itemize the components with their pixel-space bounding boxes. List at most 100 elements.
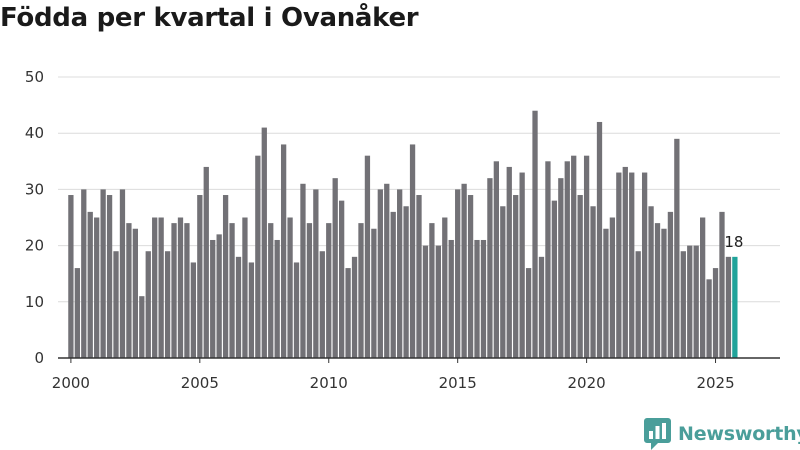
bar: 2010 Q3: 28 [339,200,345,358]
bar: 2002 Q1: 30 [119,189,126,358]
bar: 2020 Q1: 36 [583,155,590,358]
y-axis: 0 10 20 30 40 50 [25,68,44,367]
bar: 2022 Q4: 24 [654,223,661,358]
bar: 2019 Q1: 32 [558,178,564,358]
y-tick-label: 30 [25,180,44,198]
bar: 2015 Q3: 29 [467,195,474,358]
y-tick-label: 50 [25,68,44,86]
bar: 2016 Q2: 32 [487,178,493,358]
bar: 2006 Q2: 24 [229,223,235,358]
newsworthy-brand[interactable]: Newsworthy [644,418,800,450]
bar: 2010 Q1: 24 [326,223,332,358]
bar: 2021 Q3: 34 [622,166,628,358]
bar: 2001 Q4: 19 [113,251,119,358]
y-tick-label: 20 [25,237,44,255]
bar: 2010 Q2: 32 [332,178,338,358]
bar: 2003 Q4: 19 [164,251,171,358]
bar: 2014 Q3: 25 [442,217,448,358]
bar: 2002 Q2: 24 [126,223,132,358]
bar: 2001 Q2: 30 [100,189,106,358]
bar: 2021 Q2: 33 [616,172,622,358]
bar: 2021 Q1: 25 [609,217,616,358]
bar: 2012 Q4: 30 [397,189,403,358]
bar: 2004 Q1: 24 [171,223,177,358]
bar: 2010 Q4: 16 [345,268,351,358]
bar: 2017 Q2: 29 [513,195,519,358]
bar: 2008 Q2: 38 [280,144,287,358]
bar: 2019 Q4: 29 [577,195,583,358]
bar: 2013 Q4: 20 [422,245,429,358]
bar: 2007 Q2: 36 [255,155,261,358]
y-tick-label: 40 [25,124,44,142]
bar: 2013 Q3: 29 [416,195,422,358]
bar: 2015 Q2: 31 [461,183,467,358]
y-tick-label: 0 [34,349,44,367]
bar: 2016 Q4: 27 [500,206,506,358]
bar: 2008 Q1: 21 [274,239,280,358]
brand-name: Newsworthy [678,423,800,445]
x-tick-label: 2020 [568,374,606,392]
bars: 2000 Q1: 292000 Q2: 162000 Q3: 302000 Q4… [68,110,738,359]
bar: 2004 Q3: 24 [184,223,190,358]
bar: 2007 Q3: 41 [261,127,267,358]
bar: 2024 Q4: 14 [706,279,712,358]
bar: 2009 Q3: 30 [313,189,319,358]
bar: 2015 Q4: 21 [474,239,480,358]
bar: 2008 Q4: 17 [293,262,300,358]
bar: 2000 Q3: 30 [81,189,87,358]
bar: 2023 Q3: 39 [674,138,680,358]
x-tick-label: 2005 [181,374,219,392]
bar: 2011 Q2: 24 [358,223,364,358]
bar: 2017 Q3: 33 [519,172,525,358]
newsworthy-logo-icon [644,418,671,450]
bar: 2013 Q1: 27 [403,206,409,358]
y-tick-label: 10 [25,293,44,311]
x-tick-label: 2025 [696,374,734,392]
bar: 2014 Q1: 24 [429,223,435,358]
bar: 2012 Q2: 31 [384,183,390,358]
bar: 2022 Q2: 33 [641,172,648,358]
bar: 2003 Q1: 19 [145,251,151,358]
bar: 2025 Q1: 16 [712,268,719,358]
bar: 2000 Q2: 16 [74,268,80,358]
chart-title: Födda per kvartal i Ovanåker [0,3,419,33]
bar: 2006 Q3: 18 [235,256,242,358]
data-labels: 18 [724,233,743,251]
bar: 2021 Q4: 33 [629,172,635,358]
bar: 2022 Q3: 27 [648,206,654,358]
bar: 2005 Q3: 21 [210,239,216,358]
bar: 2009 Q4: 19 [319,251,325,358]
bar: 2023 Q4: 19 [680,251,686,358]
bar: 2004 Q4: 17 [190,262,197,358]
bar: 2002 Q4: 11 [139,296,145,358]
bar: 2009 Q2: 24 [306,223,313,358]
bar-chart: 2000 Q1: 292000 Q2: 162000 Q3: 302000 Q4… [25,68,780,392]
bar: 2018 Q2: 18 [538,256,545,358]
bar: 2000 Q1: 29 [68,195,74,358]
x-axis: 2000 2005 2010 2015 2020 2025 [52,357,780,392]
bar: 2016 Q1: 21 [480,239,487,358]
bar: 2025 Q3: 18 [725,256,732,358]
bar: 2020 Q4: 23 [603,228,609,358]
bar: 2000 Q4: 26 [87,211,93,358]
bar: 2003 Q2: 25 [152,217,158,358]
bar: 2003 Q3: 25 [158,217,164,358]
bar: 2002 Q3: 23 [132,228,138,358]
bar: 2018 Q3: 35 [545,161,551,358]
bar: 2007 Q4: 24 [268,223,274,358]
bar: 2011 Q3: 36 [364,155,371,358]
bar: 2024 Q3: 25 [700,217,706,358]
bar: 2020 Q2: 27 [590,206,596,358]
x-tick-label: 2010 [310,374,348,392]
x-tick-label: 2000 [52,374,90,392]
bar: 2014 Q4: 21 [448,239,454,358]
bar: 2005 Q4: 22 [216,234,222,358]
bar: 2022 Q1: 19 [635,251,641,358]
bar: 2014 Q2: 20 [435,245,441,358]
bar-highlight: 2025 Q4: 18 [732,256,738,358]
bar: 2016 Q3: 35 [493,161,499,358]
bar: 2011 Q4: 23 [371,228,377,358]
bar: 2005 Q2: 34 [203,166,209,358]
bar: 2019 Q2: 35 [564,161,570,358]
bar: 2025 Q2: 26 [719,211,725,358]
